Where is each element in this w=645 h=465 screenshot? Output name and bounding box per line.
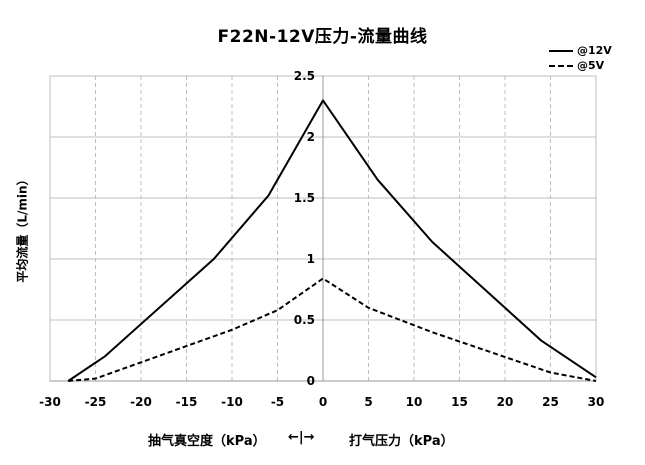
x-tick-label: -15 bbox=[176, 395, 198, 409]
x-tick-label: 15 bbox=[451, 395, 468, 409]
series-line-5v bbox=[68, 277, 597, 382]
x-tick-label: -10 bbox=[221, 395, 243, 409]
x-tick-label: 25 bbox=[542, 395, 559, 409]
x-tick-label: -20 bbox=[130, 395, 152, 409]
y-tick-label: 2.5 bbox=[294, 69, 315, 83]
y-tick-label: 2 bbox=[307, 130, 315, 144]
legend-item-12v: @12V bbox=[549, 43, 612, 58]
y-tick-label: 1.5 bbox=[294, 191, 315, 205]
legend-swatch-solid bbox=[549, 49, 573, 52]
x-tick-label: 5 bbox=[364, 395, 372, 409]
x-tick-label: -30 bbox=[39, 395, 61, 409]
x-tick-label: 10 bbox=[406, 395, 423, 409]
x-axis-label-vacuum: 抽气真空度（kPa） bbox=[148, 434, 266, 449]
legend-label-5v: @5V bbox=[577, 59, 605, 72]
x-tick-label: 0 bbox=[319, 395, 327, 409]
x-tick-label: -25 bbox=[85, 395, 107, 409]
y-tick-label: 1 bbox=[307, 252, 315, 266]
x-axis-label-pressure: 打气压力（kPa） bbox=[349, 434, 454, 449]
x-tick-label: -5 bbox=[271, 395, 284, 409]
series-line-12v bbox=[67, 99, 597, 382]
legend-swatch-dashed bbox=[549, 64, 573, 67]
legend: @12V @5V bbox=[549, 43, 612, 73]
x-axis-direction-arrows: ←|→ bbox=[288, 430, 315, 445]
legend-item-5v: @5V bbox=[549, 58, 612, 73]
legend-label-12v: @12V bbox=[577, 44, 612, 57]
x-tick-label: 30 bbox=[588, 395, 605, 409]
chart-title: F22N-12V压力-流量曲线 bbox=[217, 27, 428, 47]
y-tick-label: 0.5 bbox=[294, 313, 315, 327]
y-tick-label: 0 bbox=[307, 374, 315, 388]
x-tick-label: 20 bbox=[497, 395, 514, 409]
